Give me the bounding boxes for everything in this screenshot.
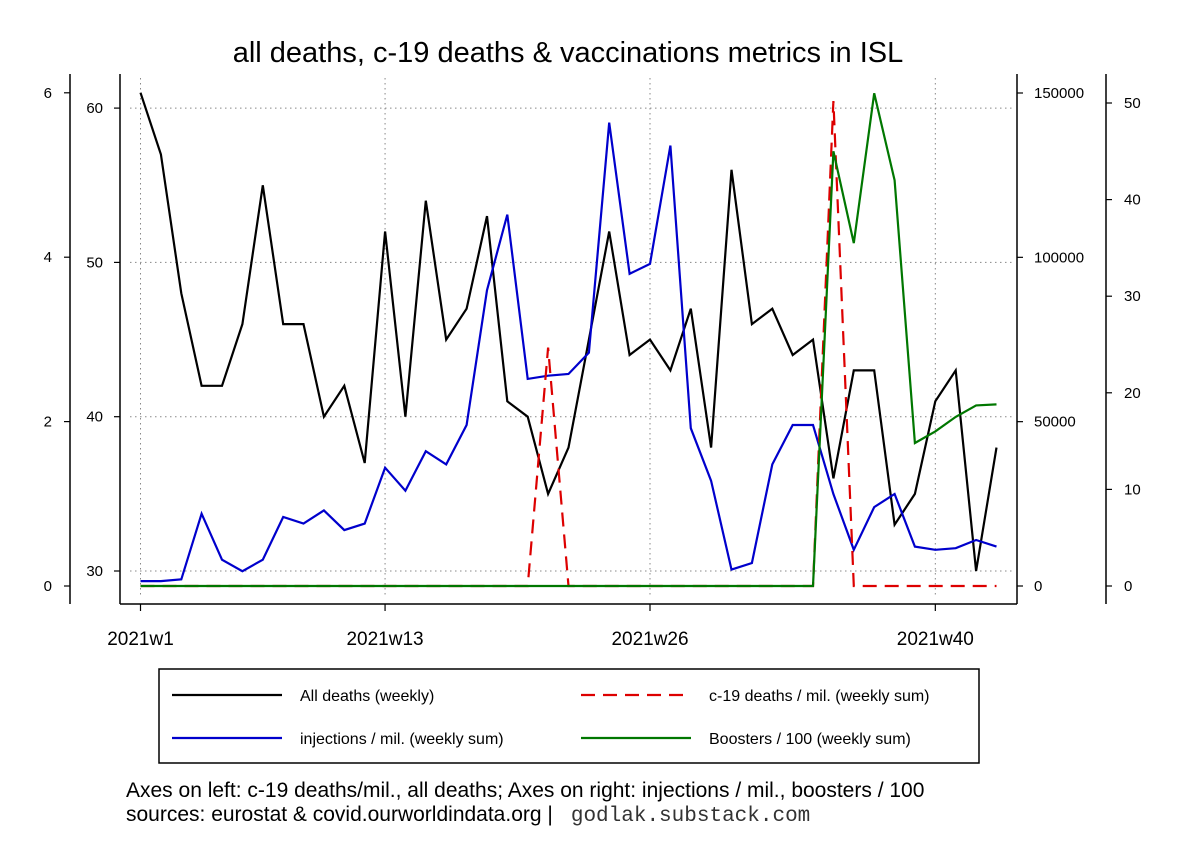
- right-outer-tick-label: 10: [1124, 481, 1141, 498]
- sources-note: sources: eurostat & covid.ourworldindata…: [126, 803, 810, 829]
- x-tick-label: 2021w1: [107, 629, 174, 650]
- left-inner-tick-label: 60: [86, 100, 103, 117]
- legend-box: [158, 668, 980, 764]
- axes-note: Axes on left: c-19 deaths/mil., all deat…: [126, 779, 924, 803]
- right-outer-tick-label: 30: [1124, 288, 1141, 305]
- left-outer-tick-label: 4: [44, 249, 52, 266]
- right-inner-tick-label: 0: [1034, 578, 1042, 595]
- grid: [130, 78, 1012, 598]
- left-inner-tick-label: 50: [86, 254, 103, 271]
- right-outer-tick-label: 40: [1124, 192, 1141, 209]
- left-outer-tick-label: 6: [44, 85, 52, 102]
- series-line-3: [140, 93, 997, 588]
- sources-text: sources: eurostat & covid.ourworldindata…: [126, 803, 553, 826]
- x-tick-label: 2021w26: [611, 629, 688, 650]
- legend-label: c-19 deaths / mil. (weekly sum): [709, 688, 930, 705]
- x-tick-label: 2021w13: [346, 629, 423, 650]
- series-line-1: [140, 122, 997, 583]
- series-line-0: [139, 92, 998, 572]
- legend-label: injections / mil. (weekly sum): [300, 731, 504, 748]
- right-outer-tick-label: 0: [1124, 578, 1132, 595]
- x-tick-label: 2021w40: [897, 629, 974, 650]
- legend: All deaths (weekly) c-19 deaths / mil. (w…: [158, 668, 980, 764]
- left-inner-tick-label: 40: [86, 409, 103, 426]
- right-inner-tick-label: 150000: [1034, 85, 1084, 102]
- right-outer-tick-label: 20: [1124, 385, 1141, 402]
- chart-title: all deaths, c-19 deaths & vaccinations m…: [233, 37, 904, 69]
- axes: 0 2 4 6 30 40 50 60 0 50000 100000 150000 0 10 20 30 40 5…: [44, 74, 1141, 650]
- right-inner-tick-label: 100000: [1034, 249, 1084, 266]
- axes-note-text: Axes on left: c-19 deaths/mil., all deat…: [126, 779, 925, 802]
- left-outer-tick-label: 2: [44, 414, 52, 431]
- legend-label: All deaths (weekly): [300, 688, 434, 705]
- legend-label: Boosters / 100 (weekly sum): [709, 731, 911, 748]
- left-outer-tick-label: 0: [44, 578, 52, 595]
- series-line-2: [140, 100, 997, 588]
- left-inner-tick-label: 30: [86, 563, 103, 580]
- watermark-text: godlak.substack.com: [570, 805, 811, 828]
- series-layer: [139, 92, 998, 588]
- right-inner-tick-label: 50000: [1034, 414, 1076, 431]
- right-outer-tick-label: 50: [1124, 95, 1141, 112]
